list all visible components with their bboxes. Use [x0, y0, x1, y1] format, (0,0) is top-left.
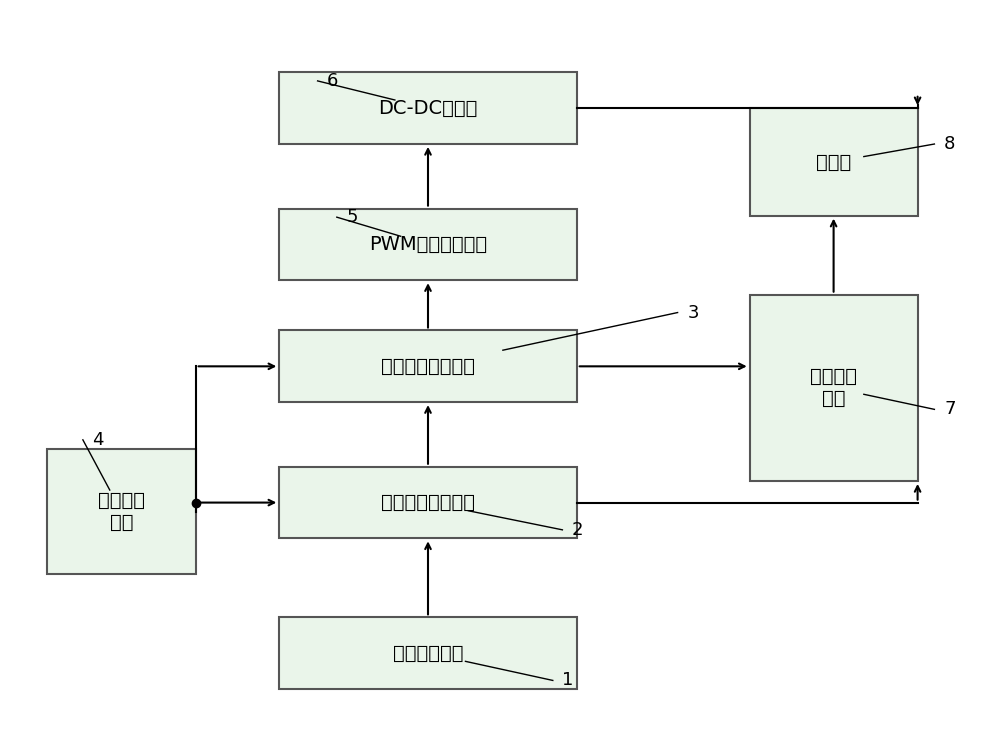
Text: 3: 3 — [687, 303, 699, 321]
Text: 6: 6 — [327, 72, 339, 90]
Text: 8: 8 — [944, 135, 955, 153]
Text: 1: 1 — [562, 672, 574, 689]
Bar — [750, 108, 918, 216]
Text: DC-DC变换器: DC-DC变换器 — [378, 99, 478, 118]
Bar — [750, 294, 918, 481]
Text: 活化信号隔离电路: 活化信号隔离电路 — [381, 357, 475, 376]
Text: 4: 4 — [92, 431, 104, 449]
Bar — [279, 467, 577, 539]
Text: 蓄电池: 蓄电池 — [816, 152, 851, 172]
Text: 活化操作电路: 活化操作电路 — [393, 644, 463, 663]
Text: 活化信号检测电路: 活化信号检测电路 — [381, 493, 475, 512]
Text: PWM控制驱动电路: PWM控制驱动电路 — [369, 235, 487, 254]
Text: 2: 2 — [572, 521, 584, 539]
Bar — [279, 72, 577, 144]
Text: 电池管理
电路: 电池管理 电路 — [810, 368, 857, 409]
Text: 基准电压
电路: 基准电压 电路 — [98, 491, 145, 532]
Bar — [47, 449, 196, 574]
Text: 7: 7 — [944, 400, 956, 418]
Bar — [279, 617, 577, 689]
Text: 5: 5 — [346, 208, 358, 226]
Bar — [279, 208, 577, 280]
Bar — [279, 330, 577, 402]
